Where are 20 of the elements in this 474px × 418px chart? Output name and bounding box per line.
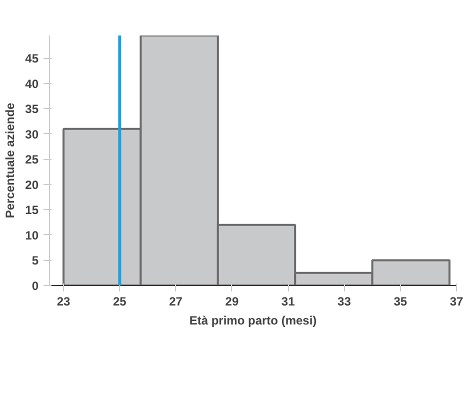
x-tick-label: 25: [113, 294, 127, 308]
x-tick-label: 29: [225, 294, 239, 308]
y-tick-label: 40: [25, 76, 39, 91]
y-tick-label: 35: [25, 102, 39, 116]
y-tick-label: 5: [32, 254, 39, 268]
x-tick-label: 27: [169, 294, 183, 308]
x-tick-label: 33: [338, 294, 352, 308]
y-tick-label: 45: [25, 52, 39, 66]
y-tick-label: 20: [25, 178, 39, 192]
y-tick-label: 10: [25, 228, 39, 242]
x-tick-label: 31: [281, 294, 296, 308]
x-tick-label: 23: [56, 294, 71, 308]
y-tick-label: 25: [25, 152, 39, 167]
y-axis-title: Percentuale aziende: [3, 102, 18, 218]
y-tick-label: 15: [25, 203, 39, 218]
x-axis-title: Età primo parto (mesi): [189, 314, 317, 328]
x-tick-label: 35: [394, 294, 408, 308]
y-tick-label: 30: [25, 127, 39, 142]
y-tick-label: 0: [32, 279, 39, 293]
x-tick-label: 37: [450, 294, 464, 308]
